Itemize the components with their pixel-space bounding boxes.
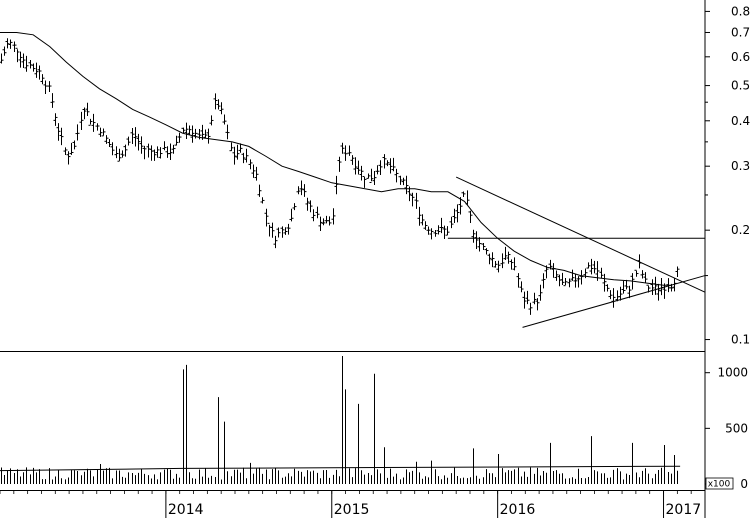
price-tick-label: 0.4 — [731, 114, 750, 128]
price-tick-label: 0.8 — [731, 4, 750, 18]
price-tick-label: 0.7 — [731, 25, 750, 39]
year-label: 2014 — [168, 502, 204, 518]
volume-average-line — [182, 465, 681, 469]
price-tick-label: 0.3 — [731, 159, 750, 173]
volume-tick-label: 0 — [740, 477, 748, 491]
price-tick-label: 0.5 — [731, 79, 750, 93]
volume-tick-label: 1000 — [717, 366, 748, 380]
volume-panel — [0, 356, 681, 484]
moving-average-line — [0, 32, 672, 286]
year-label: 2017 — [666, 502, 702, 518]
volume-multiplier-box — [705, 477, 734, 490]
price-tick-label: 0.6 — [731, 50, 750, 64]
price-tick-label: 0.2 — [731, 223, 750, 237]
price-tick-label: 0.1 — [731, 333, 750, 347]
trendline — [522, 275, 706, 328]
year-label: 2015 — [334, 502, 370, 518]
price-panel — [0, 32, 706, 328]
year-label: 2016 — [500, 502, 536, 518]
volume-average-line — [0, 467, 183, 472]
trendline — [455, 176, 706, 293]
volume-tick-label: 500 — [725, 421, 748, 435]
volume-multiplier-label: x100 — [708, 480, 731, 490]
